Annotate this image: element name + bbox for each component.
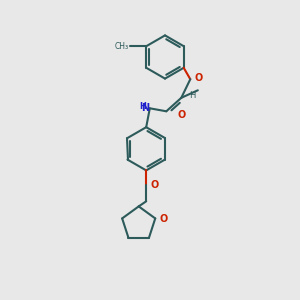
Text: H: H <box>139 102 146 111</box>
Text: O: O <box>150 180 159 190</box>
Text: N: N <box>141 103 149 113</box>
Text: O: O <box>194 73 203 83</box>
Text: CH₃: CH₃ <box>114 42 128 51</box>
Text: O: O <box>160 214 168 224</box>
Text: O: O <box>178 110 186 120</box>
Text: H: H <box>190 91 196 100</box>
